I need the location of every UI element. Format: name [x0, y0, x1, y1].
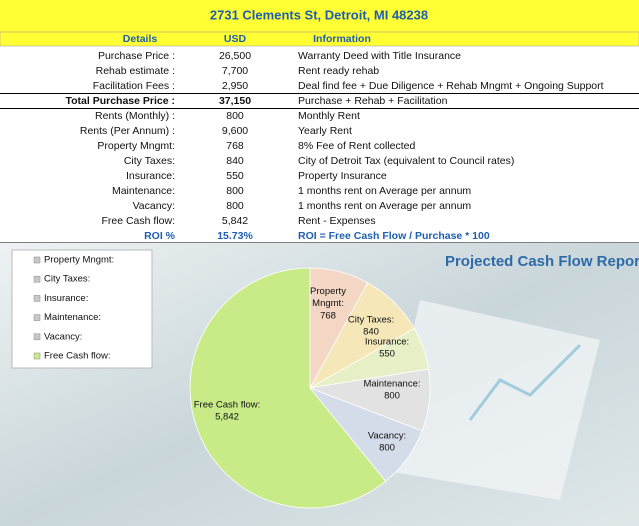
table-cell: Rent - Expenses [298, 215, 376, 227]
slice-label: City Taxes: [348, 315, 394, 326]
slice-label-line: Mngmt: [312, 298, 344, 309]
table-cell: Purchase + Rehab + Facilitation [298, 95, 448, 107]
header-row [0, 31, 639, 47]
title: 2731 Clements St, Detroit, MI 48238 [210, 7, 428, 22]
slice-label-line: Property [310, 286, 346, 297]
chart-title: Projected Cash Flow Report [445, 253, 639, 270]
table-cell: 768 [226, 140, 244, 152]
table-cell: Total Purchase Price : [65, 95, 175, 107]
legend-swatch [33, 295, 41, 302]
table-cell: ROI % [144, 230, 176, 242]
legend-label: Vacancy: [44, 331, 82, 342]
slice-value: 550 [379, 349, 395, 360]
legend-swatch [33, 314, 41, 321]
slice-value: 5,842 [215, 412, 239, 423]
table-cell: City of Detroit Tax (equivalent to Counc… [298, 155, 514, 167]
table-cell: Deal find fee + Due Diligence + Rehab Mn… [298, 80, 604, 92]
table-cell: Purchase Price : [98, 50, 175, 62]
table-cell: Monthly Rent [298, 110, 360, 122]
legend-label: Maintenance: [44, 312, 101, 323]
slice-label: Vacancy: [368, 431, 406, 442]
table-cell: Facilitation Fees : [93, 80, 175, 92]
table-cell: Vacancy: [133, 200, 175, 212]
title-bar [0, 0, 639, 32]
table-cell: Rents (Monthly) : [95, 110, 175, 122]
table-cell: 9,600 [222, 125, 248, 137]
legend-label: City Taxes: [44, 274, 90, 285]
legend-swatch [33, 256, 41, 264]
tablet-graph [468, 343, 582, 421]
table-cell: 550 [226, 170, 244, 182]
column-header: Information [313, 33, 371, 45]
table-cell: Rehab estimate : [96, 65, 175, 77]
table-cell: Property Mngmt: [97, 140, 175, 152]
slice-value: 800 [384, 391, 400, 402]
table-cell: 26,500 [219, 50, 251, 62]
slice-value: 840 [363, 327, 379, 338]
table-cell: 15.73% [217, 230, 253, 242]
legend [11, 249, 153, 369]
column-header: Details [123, 33, 158, 45]
table-cell: 1 months rent on Average per annum [298, 185, 471, 197]
tablet-shape [380, 300, 600, 500]
table-cell: Rent ready rehab [298, 65, 379, 77]
table-cell: 1 months rent on Average per annum [298, 200, 471, 212]
table-cell: 8% Fee of Rent collected [298, 140, 415, 152]
slice-label: Free Cash flow: [194, 400, 261, 411]
table-cell: 7,700 [222, 65, 248, 77]
table-cell: 800 [226, 185, 244, 197]
table-cell: 2,950 [222, 80, 248, 92]
legend-label: Free Cash flow: [44, 351, 111, 362]
table-cell: Maintenance: [112, 185, 175, 197]
legend-label: Insurance: [44, 293, 88, 304]
table-cell: 800 [226, 110, 244, 122]
slice-label: Insurance: [365, 337, 409, 348]
table-cell: 37,150 [219, 95, 251, 107]
slice-label: Property Mngmt: [310, 286, 346, 309]
table-cell: 800 [226, 200, 244, 212]
table-cell: Free Cash flow: [101, 215, 175, 227]
table-cell: Rents (Per Annum) : [80, 125, 175, 137]
table-cell: 5,842 [222, 215, 248, 227]
slice-value: 800 [379, 443, 395, 454]
table-cell: Warranty Deed with Title Insurance [298, 50, 461, 62]
table-cell: 840 [226, 155, 244, 167]
table-cell: ROI = Free Cash Flow / Purchase * 100 [298, 230, 490, 242]
legend-swatch [33, 333, 41, 341]
column-header: USD [224, 33, 247, 45]
legend-swatch [33, 275, 41, 283]
table-cell: Insurance: [126, 170, 175, 182]
slice-label: Maintenance: [363, 379, 420, 390]
slice-value: 768 [320, 311, 336, 322]
legend-swatch [33, 352, 41, 360]
pie-slice [189, 267, 387, 509]
legend-label: Property Mngmt: [44, 255, 114, 266]
table-cell: City Taxes: [124, 155, 175, 167]
table-cell: Property Insurance [298, 170, 387, 182]
table-cell: Yearly Rent [298, 125, 352, 137]
